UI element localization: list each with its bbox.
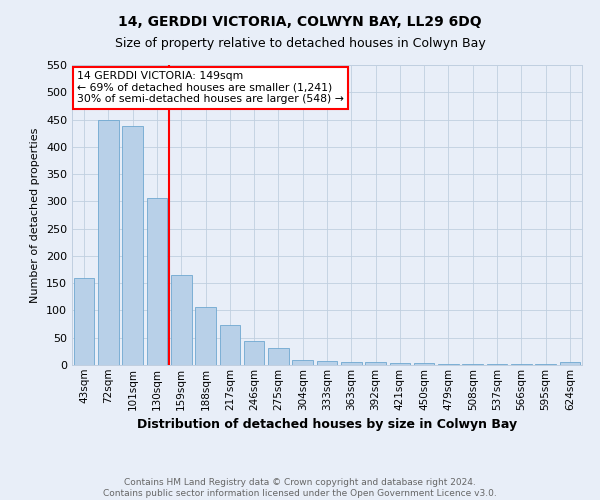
Bar <box>389 363 410 365</box>
Bar <box>171 275 191 365</box>
Bar <box>341 362 362 365</box>
Y-axis label: Number of detached properties: Number of detached properties <box>31 128 40 302</box>
Bar <box>438 364 459 365</box>
Bar <box>365 362 386 365</box>
Bar <box>317 360 337 365</box>
Bar <box>414 364 434 365</box>
Bar <box>487 364 508 365</box>
Text: 14 GERDDI VICTORIA: 149sqm
← 69% of detached houses are smaller (1,241)
30% of s: 14 GERDDI VICTORIA: 149sqm ← 69% of deta… <box>77 71 344 104</box>
X-axis label: Distribution of detached houses by size in Colwyn Bay: Distribution of detached houses by size … <box>137 418 517 431</box>
Bar <box>98 120 119 365</box>
Bar <box>146 198 167 365</box>
Bar <box>292 360 313 365</box>
Text: Contains HM Land Registry data © Crown copyright and database right 2024.
Contai: Contains HM Land Registry data © Crown c… <box>103 478 497 498</box>
Bar <box>511 364 532 365</box>
Bar <box>244 341 265 365</box>
Bar <box>535 364 556 365</box>
Bar <box>74 278 94 365</box>
Bar <box>195 306 216 365</box>
Text: Size of property relative to detached houses in Colwyn Bay: Size of property relative to detached ho… <box>115 38 485 51</box>
Bar <box>220 325 240 365</box>
Bar <box>268 348 289 365</box>
Bar <box>463 364 483 365</box>
Text: 14, GERDDI VICTORIA, COLWYN BAY, LL29 6DQ: 14, GERDDI VICTORIA, COLWYN BAY, LL29 6D… <box>118 15 482 29</box>
Bar <box>560 362 580 365</box>
Bar <box>122 126 143 365</box>
